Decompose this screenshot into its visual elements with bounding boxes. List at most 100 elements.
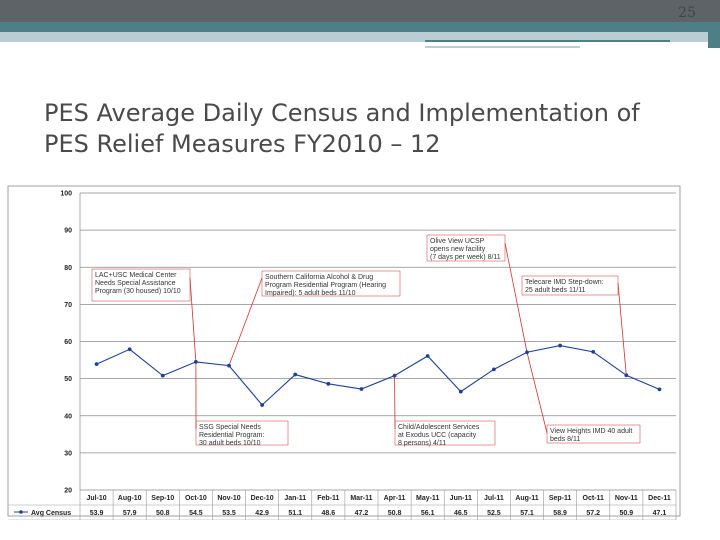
data-point xyxy=(458,389,463,394)
data-point xyxy=(160,373,165,378)
data-point xyxy=(193,360,198,364)
table-value: 42.9 xyxy=(255,510,269,517)
x-tick-label: Sep-11 xyxy=(549,495,572,502)
y-tick-label: 70 xyxy=(64,302,72,309)
table-value: 47.2 xyxy=(355,510,369,517)
y-tick-label: 50 xyxy=(64,376,72,383)
y-tick-label: 80 xyxy=(64,265,72,272)
table-value: 57.1 xyxy=(520,510,534,517)
annotation-leader xyxy=(617,282,627,376)
data-point xyxy=(94,362,99,367)
header-rule-edge xyxy=(708,32,720,48)
table-value: 53.9 xyxy=(90,510,104,517)
x-tick-label: Aug-11 xyxy=(515,495,538,502)
data-point xyxy=(326,381,331,386)
annotation-leader xyxy=(228,277,263,366)
annotation-text: 8 persons) 4/11 xyxy=(398,440,446,447)
census-chart: 20 30 40 50 60 70 80 90 100 Jul-10 Aug-10 Sep-10 Oct… xyxy=(7,185,681,520)
annotation-text: (7 days per week) 8/11 xyxy=(430,254,501,261)
table-value: 57.2 xyxy=(586,510,600,517)
annotation-text: Needs Special Assistance xyxy=(95,280,176,287)
annotation-leader xyxy=(504,242,528,353)
table-value: 47.1 xyxy=(653,510,667,517)
x-tick-label: Apr-11 xyxy=(384,495,406,502)
x-tick-label: Nov-11 xyxy=(615,495,638,502)
annotation-box xyxy=(91,268,191,302)
legend-label: Avg Census xyxy=(31,510,71,517)
header-band-dark xyxy=(0,0,720,22)
annotation-leader xyxy=(189,277,197,362)
annotation-text: Residential Program: xyxy=(199,432,264,439)
x-tick-label: Sep-10 xyxy=(151,495,174,502)
table-value: 54.5 xyxy=(189,510,203,517)
y-tick-label: 100 xyxy=(60,191,72,198)
header-band xyxy=(0,0,720,48)
data-point xyxy=(624,373,629,378)
legend-marker xyxy=(19,510,23,514)
annotation-text: SSG Special Needs xyxy=(199,424,261,431)
annotation-text: View Heights IMD 40 adult xyxy=(550,428,632,435)
data-point xyxy=(591,349,596,354)
x-tick-label: Jul-11 xyxy=(484,495,504,502)
x-tick-label: Jun-11 xyxy=(450,495,472,502)
table-value: 53.5 xyxy=(222,510,236,517)
y-tick-label: 20 xyxy=(64,488,72,495)
header-band-light xyxy=(0,32,720,42)
annotation-box xyxy=(261,270,401,297)
header-rule-short xyxy=(425,46,580,48)
table-value: 50.9 xyxy=(620,510,634,517)
annotation-text: Olive View UCSP xyxy=(430,238,485,245)
y-tick-label: 90 xyxy=(64,228,72,235)
x-tick-label: Mar-11 xyxy=(350,495,372,502)
data-point xyxy=(293,372,298,377)
annotation-text: Program Residential Program (Hearing xyxy=(265,282,386,289)
y-tick-label: 30 xyxy=(64,450,72,457)
data-point xyxy=(260,403,265,407)
x-tick-label: Feb-11 xyxy=(317,495,339,502)
annotation-text: opens new facility xyxy=(430,246,486,253)
annotation-text: 30 adult beds 10/10 xyxy=(199,440,261,447)
table-value: 56.1 xyxy=(421,510,435,517)
slide-title-line-1: PES Average Daily Census and Implementat… xyxy=(44,99,640,127)
x-tick-label: Oct-10 xyxy=(185,495,207,502)
y-tick-label: 40 xyxy=(64,413,72,420)
x-tick-label: May-11 xyxy=(416,495,439,502)
x-tick-label: Aug-10 xyxy=(118,495,142,502)
header-band-teal xyxy=(0,22,720,32)
data-point xyxy=(227,363,231,368)
data-point xyxy=(359,387,364,391)
annotation-text: Southern California Alcohol & Drug xyxy=(265,274,373,281)
annotation-text: Telecare IMD Step-down: xyxy=(525,279,604,286)
x-tick-label: Jul-10 xyxy=(86,495,106,502)
series-line-avg-census xyxy=(96,345,660,406)
table-value: 46.5 xyxy=(454,510,468,517)
y-tick-label: 60 xyxy=(64,339,72,346)
data-point xyxy=(127,347,132,352)
data-point xyxy=(558,343,563,348)
table-value: 58.9 xyxy=(553,510,567,517)
table-value: 50.8 xyxy=(156,510,170,517)
data-point xyxy=(392,373,397,378)
table-value: 50.8 xyxy=(388,510,402,517)
page-number: 25 xyxy=(678,5,696,21)
annotation-text: at Exodus UCC (capacity xyxy=(398,432,477,439)
data-point xyxy=(657,387,662,392)
annotation-text: beds 8/11 xyxy=(550,436,580,443)
x-tick-label: Nov-10 xyxy=(217,495,240,502)
x-tick-label: Oct-11 xyxy=(583,495,605,502)
annotation-text: LAC+USC Medical Center xyxy=(95,272,177,279)
data-point xyxy=(491,367,496,372)
table-value: 51.1 xyxy=(288,510,302,517)
table-value: 52.5 xyxy=(487,510,501,517)
annotation-box xyxy=(426,234,506,262)
x-tick-label: Dec-11 xyxy=(648,495,671,502)
annotation-text: Program (30 housed) 10/10 xyxy=(95,288,181,295)
header-rule-right xyxy=(425,40,670,42)
annotation-text: Child/Adolescent Services xyxy=(398,424,480,431)
x-tick-label: Jan-11 xyxy=(284,495,306,502)
annotation-box xyxy=(195,420,289,446)
annotation-text: 25 adult beds 11/11 xyxy=(525,287,586,294)
data-point xyxy=(425,354,430,358)
annotation-leader xyxy=(526,352,548,434)
annotation-box xyxy=(546,424,641,444)
